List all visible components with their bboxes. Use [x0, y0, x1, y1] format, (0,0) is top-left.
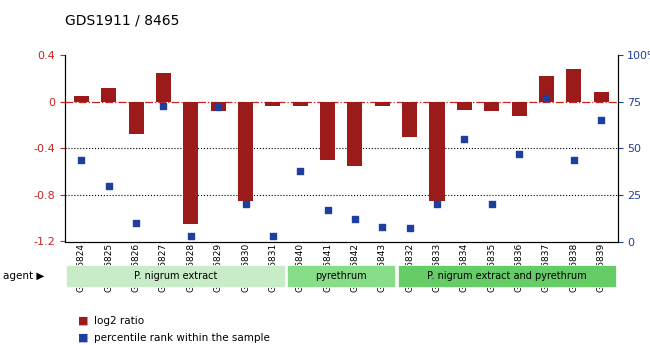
- Text: percentile rank within the sample: percentile rank within the sample: [94, 333, 270, 343]
- Bar: [457, 102, 472, 110]
- Point: [268, 233, 278, 239]
- Text: agent ▶: agent ▶: [3, 271, 45, 281]
- Bar: [566, 69, 581, 102]
- Point: [404, 226, 415, 231]
- Bar: [156, 73, 171, 102]
- Point: [432, 201, 442, 207]
- Bar: [347, 102, 363, 166]
- Bar: [430, 102, 445, 201]
- Text: ■: ■: [78, 333, 88, 343]
- Text: pyrethrum: pyrethrum: [315, 271, 367, 281]
- Text: ■: ■: [78, 316, 88, 326]
- Point: [486, 201, 497, 207]
- Point: [240, 201, 251, 207]
- FancyBboxPatch shape: [398, 265, 616, 287]
- Text: GDS1911 / 8465: GDS1911 / 8465: [65, 14, 179, 28]
- Point: [213, 105, 224, 110]
- Bar: [74, 96, 89, 102]
- Bar: [539, 76, 554, 102]
- Point: [158, 103, 168, 108]
- Point: [186, 233, 196, 239]
- Bar: [402, 102, 417, 137]
- Bar: [238, 102, 253, 201]
- Bar: [375, 102, 390, 106]
- Point: [569, 157, 579, 162]
- Point: [295, 168, 306, 174]
- Bar: [484, 102, 499, 111]
- Point: [459, 136, 469, 142]
- Point: [514, 151, 525, 157]
- Bar: [292, 102, 307, 106]
- Bar: [211, 102, 226, 111]
- Point: [131, 220, 141, 226]
- Bar: [265, 102, 280, 106]
- Text: P. nigrum extract: P. nigrum extract: [134, 271, 217, 281]
- Point: [350, 216, 360, 222]
- Point: [322, 207, 333, 213]
- Bar: [320, 102, 335, 160]
- Bar: [593, 92, 608, 102]
- Text: log2 ratio: log2 ratio: [94, 316, 144, 326]
- FancyBboxPatch shape: [287, 265, 395, 287]
- Point: [103, 183, 114, 188]
- Bar: [183, 102, 198, 224]
- Bar: [512, 102, 526, 116]
- Text: P. nigrum extract and pyrethrum: P. nigrum extract and pyrethrum: [427, 271, 587, 281]
- Point: [377, 224, 387, 229]
- Point: [596, 118, 606, 123]
- FancyBboxPatch shape: [66, 265, 285, 287]
- Point: [76, 157, 86, 162]
- Bar: [101, 88, 116, 102]
- Point: [541, 95, 552, 101]
- Bar: [129, 102, 144, 134]
